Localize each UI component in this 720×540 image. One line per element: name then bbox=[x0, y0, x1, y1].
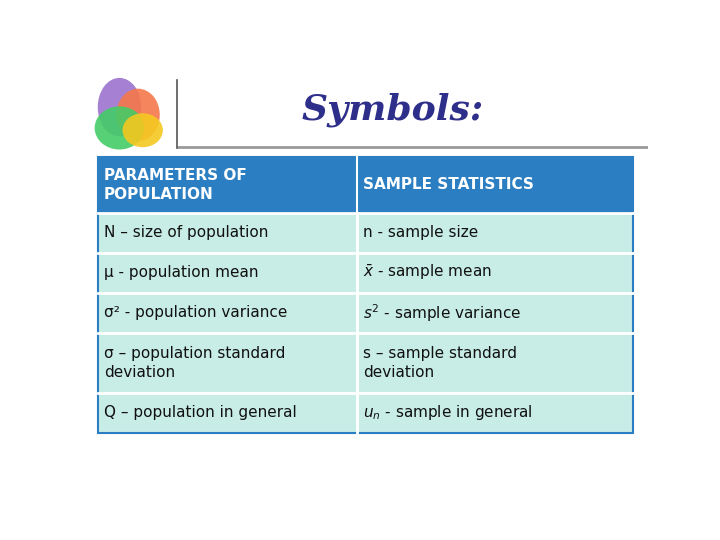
Text: σ – population standard
deviation: σ – population standard deviation bbox=[104, 346, 285, 380]
Ellipse shape bbox=[117, 89, 160, 141]
Text: Q – population in general: Q – population in general bbox=[104, 406, 297, 420]
Ellipse shape bbox=[98, 78, 141, 137]
Ellipse shape bbox=[122, 113, 163, 147]
Bar bbox=[357, 157, 632, 213]
Bar bbox=[357, 393, 632, 433]
Bar bbox=[98, 157, 357, 213]
Bar bbox=[98, 157, 632, 433]
Bar bbox=[357, 333, 632, 393]
Text: n - sample size: n - sample size bbox=[364, 225, 479, 240]
Bar bbox=[357, 293, 632, 333]
Bar bbox=[98, 393, 357, 433]
Text: $u_n$ - sample in general: $u_n$ - sample in general bbox=[364, 403, 533, 422]
Ellipse shape bbox=[94, 106, 144, 150]
Text: N – size of population: N – size of population bbox=[104, 225, 269, 240]
Text: SAMPLE STATISTICS: SAMPLE STATISTICS bbox=[364, 178, 534, 192]
Text: PARAMETERS OF
POPULATION: PARAMETERS OF POPULATION bbox=[104, 168, 247, 202]
Bar bbox=[98, 293, 357, 333]
Bar bbox=[357, 253, 632, 293]
Text: Symbols:: Symbols: bbox=[301, 92, 483, 127]
Text: s – sample standard
deviation: s – sample standard deviation bbox=[364, 346, 517, 380]
Text: $s^2$ - sample variance: $s^2$ - sample variance bbox=[364, 302, 521, 323]
Text: μ - population mean: μ - population mean bbox=[104, 265, 258, 280]
Bar bbox=[98, 253, 357, 293]
Bar bbox=[98, 333, 357, 393]
Text: σ² - population variance: σ² - population variance bbox=[104, 305, 287, 320]
Bar bbox=[357, 213, 632, 253]
Text: $\bar{x}$ - sample mean: $\bar{x}$ - sample mean bbox=[364, 263, 492, 282]
Bar bbox=[98, 213, 357, 253]
